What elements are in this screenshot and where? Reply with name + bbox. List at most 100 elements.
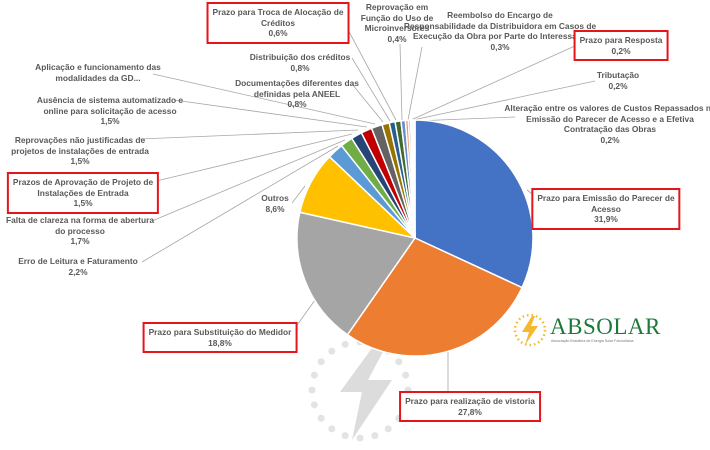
absolar-logo-icon: [513, 313, 547, 347]
watermark-dot: [356, 434, 364, 442]
data-label-pct: 1,5%: [100, 116, 120, 126]
watermark-dot: [341, 432, 349, 440]
watermark-dot: [308, 386, 316, 394]
watermark-dot: [310, 371, 318, 379]
data-label-l1: Ausência de sistema automatizado e: [36, 95, 184, 105]
leader-line: [173, 99, 368, 128]
data-label-pct: 1,7%: [70, 236, 90, 246]
data-label-pct: 1,5%: [70, 156, 90, 166]
data-label: Prazo para Emissão do Parecer de Acesso 31…: [531, 188, 681, 230]
data-label-pct: 0,8%: [287, 99, 307, 109]
watermark-dot: [310, 401, 318, 409]
leader-line: [399, 43, 403, 121]
data-label-l2: Instalações de Entrada: [37, 187, 129, 198]
data-label-l1: Reprovações não justificadas de: [14, 135, 146, 145]
leader-line: [410, 44, 578, 121]
pie-slice-2: [346, 237, 524, 357]
data-label-l2: modalidades da GD...: [55, 72, 141, 83]
pie-slice-18: [412, 119, 416, 239]
data-label-l1: Alteração entre os valores de Custos Rep…: [504, 103, 710, 113]
data-label-l2: projetos de instalações de entrada: [11, 145, 149, 156]
absolar-logo-subtitle: Associação Brasileira de Energia Solar F…: [551, 339, 634, 343]
data-label: Falta de clareza na forma de abertura do …: [6, 215, 154, 247]
data-label-l2: do processo: [55, 225, 105, 236]
watermark-bolt-icon: [308, 338, 412, 442]
leader-line: [351, 57, 391, 122]
data-label: Prazo para Resposta 0,2%: [573, 30, 669, 61]
data-label-l1: Distribuição dos créditos: [249, 52, 351, 62]
data-label-l1: Prazo para Emissão do Parecer de: [537, 193, 675, 203]
leader-line: [291, 185, 306, 204]
watermark-bolt: [340, 348, 392, 440]
leader-line: [344, 23, 397, 121]
data-label-l1: Prazo para Substituição do Medidor: [148, 327, 292, 337]
data-label-l1: Reembolso do Encargo de: [447, 10, 553, 20]
data-label-pct: 0,2%: [611, 45, 631, 56]
data-label-l2: online para solicitação de acesso: [43, 105, 177, 116]
data-label-pct: 27,8%: [458, 406, 482, 417]
watermark-dot: [328, 425, 336, 433]
watermark-dot: [317, 358, 325, 366]
data-label: Prazo para realização de vistoria 27,8%: [399, 391, 541, 422]
data-label-pct: 18,8%: [208, 337, 232, 348]
pie-slice-3: [296, 211, 417, 336]
leader-line: [151, 139, 346, 222]
watermark-dot: [371, 432, 379, 440]
data-label-l1: Outros: [261, 193, 289, 203]
data-label: Prazo para Substituição do Medidor 18,8%: [142, 322, 298, 353]
data-label-l2: Créditos: [261, 17, 295, 28]
leader-line: [141, 145, 339, 263]
data-label-l2: Acesso: [591, 203, 621, 214]
data-label-l1: Prazo para Troca de Alocação de: [212, 7, 344, 17]
data-label: Erro de Leitura e Faturamento 2,2%: [18, 256, 138, 277]
data-label-pct: 0,4%: [387, 33, 407, 44]
data-label: Documentações diferentes das definidas pe…: [235, 78, 359, 110]
leader-line: [351, 83, 384, 123]
watermark-dot: [341, 340, 349, 348]
data-label-l1: Prazos de Aprovação de Projeto de: [12, 177, 154, 187]
data-label: Reprovações não justificadas de projetos …: [11, 135, 149, 167]
pie-slice-1: [414, 119, 534, 289]
data-label-l2: definidas pela ANEEL: [253, 88, 341, 99]
data-label-l1: Falta de clareza na forma de abertura: [5, 215, 155, 225]
data-label: Tributação 0,2%: [597, 70, 639, 91]
data-label-pct: 0,2%: [608, 80, 628, 91]
data-label: Reprovação em Função do Uso de Microinver…: [342, 2, 452, 44]
data-label-l1: Documentações diferentes das: [235, 78, 359, 88]
data-label: Outros 8,6%: [261, 193, 288, 214]
data-label-l1: Erro de Leitura e Faturamento: [18, 256, 138, 266]
data-label-l2: Função do Uso de Microinversores: [360, 12, 434, 34]
data-label: Prazos de Aprovação de Projeto de Instala…: [6, 172, 160, 214]
data-label: Ausência de sistema automatizado e online…: [37, 95, 183, 127]
watermark-dot: [395, 358, 403, 366]
leader-line: [152, 73, 376, 125]
data-label: Prazo para Troca de Alocação de Créditos 0…: [206, 2, 350, 44]
data-label: Reembolso do Encargo de Responsabilidade …: [400, 10, 600, 52]
leader-line: [412, 80, 596, 121]
data-label-l2: Responsabilidade da Distribuidora em Cas…: [403, 20, 597, 42]
watermark-dot: [402, 371, 410, 379]
data-label-pct: 1,5%: [73, 198, 93, 208]
data-label-pct: 8,6%: [265, 203, 285, 214]
data-label: Distribuição dos créditos 0,8%: [250, 52, 351, 73]
data-label-l1: Reprovação em: [365, 2, 429, 12]
watermark-dot: [317, 414, 325, 422]
data-label-pct: 31,9%: [594, 214, 618, 224]
data-label-pct: 0,6%: [268, 28, 288, 38]
data-label-l1: Prazo para Resposta: [579, 35, 663, 45]
data-label-l1: Prazo para realização de vistoria: [405, 396, 535, 406]
data-label: Alteração entre os valores de Custos Rep…: [504, 103, 710, 145]
leader-line: [147, 133, 353, 184]
watermark-dot: [384, 425, 392, 433]
data-label-pct: 0,8%: [290, 62, 310, 73]
watermark-dot: [328, 347, 336, 355]
leader-line: [139, 129, 359, 140]
data-label: Aplicação e funcionamento das modalidades…: [35, 62, 161, 83]
data-label-pct: 0,2%: [600, 134, 620, 145]
leader-line: [407, 46, 423, 121]
data-label-pct: 2,2%: [68, 266, 88, 277]
data-label-l1: Aplicação e funcionamento das: [35, 62, 161, 72]
data-label-l1: Tributação: [596, 70, 640, 80]
